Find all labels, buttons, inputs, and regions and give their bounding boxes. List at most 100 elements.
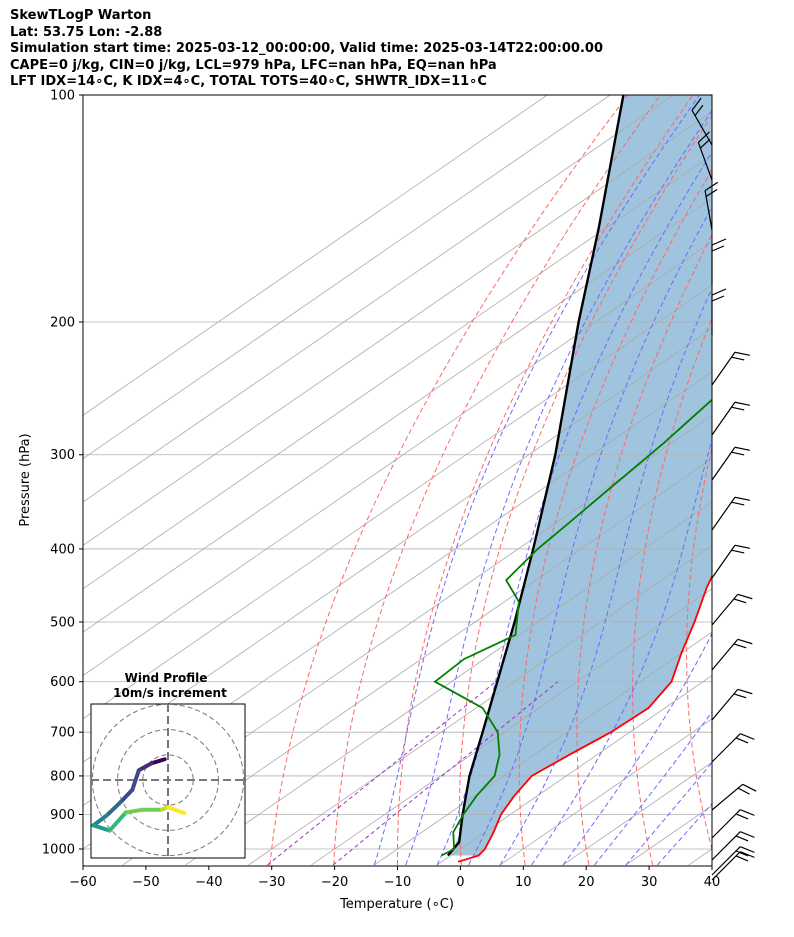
isotherm-line [248, 544, 712, 866]
hodograph-segment [130, 768, 141, 792]
hodograph-segment [91, 823, 112, 833]
wind-barb-shaft [691, 110, 713, 146]
wind-barb-flag [731, 549, 745, 554]
wind-barb-shaft [711, 351, 736, 386]
y-tick-label: 700 [50, 726, 75, 741]
hodograph-segment [104, 800, 123, 818]
wind-barb-shaft [711, 496, 736, 531]
hodograph-segment [136, 761, 154, 773]
wind-barb-flag [699, 138, 711, 149]
wind-barb-flag [735, 850, 749, 857]
cape-shading [447, 95, 712, 856]
dry-adiabats [269, 95, 794, 866]
x-tick-label: −10 [384, 875, 411, 890]
y-tick-label: 200 [50, 315, 75, 330]
dry-adiabat [576, 233, 712, 866]
wind-barb-flag [705, 189, 718, 198]
wind-barb [711, 783, 757, 811]
isotherm-line [83, 241, 712, 676]
wind-barb-shaft [711, 846, 741, 876]
wind-barb-flag [733, 643, 747, 649]
isotherm-line [83, 197, 712, 633]
isotherm-line [83, 95, 549, 416]
wind-barb-shaft [711, 851, 741, 881]
wind-barb-flag [737, 688, 753, 695]
wind-barb [711, 288, 727, 335]
x-tick-label: 10 [515, 875, 532, 890]
temperature-line [457, 574, 712, 863]
x-tick-label: −30 [258, 875, 285, 890]
wind-barb-flag [735, 835, 749, 842]
y-tick-label: 400 [50, 542, 75, 557]
y-tick-label: 300 [50, 448, 75, 463]
wind-barb-flag [740, 851, 755, 858]
wind-barb [711, 846, 755, 876]
wind-barb [697, 131, 713, 181]
wind-barb-flag [734, 496, 750, 501]
wind-barb-flag [740, 733, 755, 740]
chart-title: SkewTLogP Warton [10, 8, 152, 23]
hodograph-segment [123, 807, 145, 815]
wind-barb-flag [711, 238, 727, 246]
moist-adiabat [468, 205, 712, 866]
wind-barb-flag [737, 638, 753, 645]
x-tick-label: −50 [132, 875, 159, 890]
y-axis-ticks: 100 200 300 400 500 600 700 800 900 1000 [42, 89, 83, 858]
hodograph-segment [107, 810, 128, 833]
wind-barb-shaft [697, 142, 713, 181]
x-tick-label: −20 [321, 875, 348, 890]
wind-barb [711, 351, 750, 386]
wind-barb-flag [735, 855, 749, 862]
y-tick-label: 800 [50, 769, 75, 784]
wind-barb-flag [733, 693, 747, 699]
mixing-ratio-lines [267, 681, 559, 866]
x-axis-ticks: −60 −50 −40 −30 −20 −10 0 10 20 30 40 [69, 866, 720, 890]
wind-barb-flag [704, 181, 719, 192]
wind-barb [711, 544, 750, 579]
hodograph-subtitle: 10m/s increment [113, 686, 227, 700]
hodograph-segment [149, 757, 167, 766]
y-tick-label: 600 [50, 675, 75, 690]
profile-series [433, 95, 712, 863]
wind-barb [711, 496, 750, 531]
wind-barb [704, 181, 719, 231]
wind-barb-flag [711, 295, 725, 302]
isotherm-line [83, 95, 674, 503]
wind-barb [711, 831, 755, 861]
wind-barb-flag [740, 809, 755, 816]
dry-adiabat [459, 114, 712, 866]
simulation-time-line: Simulation start time: 2025-03-12_00:00:… [10, 41, 603, 56]
dry-adiabat [739, 95, 794, 865]
wind-barb-shaft [711, 446, 736, 481]
y-tick-label: 100 [50, 89, 75, 104]
wind-barb-flag [694, 104, 704, 116]
moist-adiabats [373, 95, 712, 866]
x-tick-label: 40 [704, 875, 721, 890]
y-tick-label: 900 [50, 808, 75, 823]
moist-adiabat [373, 95, 701, 866]
wind-barb [711, 733, 755, 763]
mixing-ratio-line [267, 681, 497, 866]
isotherm-line [83, 284, 712, 720]
moist-adiabat [499, 287, 712, 866]
wind-barb [711, 238, 727, 285]
wind-barb-flag [734, 446, 750, 451]
wind-barb-flag [731, 356, 745, 361]
wind-barb-flag [734, 544, 750, 549]
mixing-ratio-line [332, 681, 559, 866]
isotherm-line [499, 718, 712, 866]
wind-barb-shaft [711, 638, 739, 671]
moist-adiabat [562, 632, 712, 866]
moist-adiabat [436, 151, 712, 866]
dry-adiabat [632, 316, 712, 866]
isotherm-line [185, 501, 712, 866]
parcel-profile-line [446, 95, 625, 857]
isotherm-line [83, 95, 611, 460]
isotherm-line [122, 458, 712, 866]
wind-barb-flag [735, 737, 749, 744]
wind-barb-flag [731, 406, 745, 411]
wind-barb-shaft [711, 783, 744, 811]
location-line: Lat: 53.75 Lon: -2.88 [10, 24, 163, 40]
wind-barb-shaft [711, 401, 736, 436]
